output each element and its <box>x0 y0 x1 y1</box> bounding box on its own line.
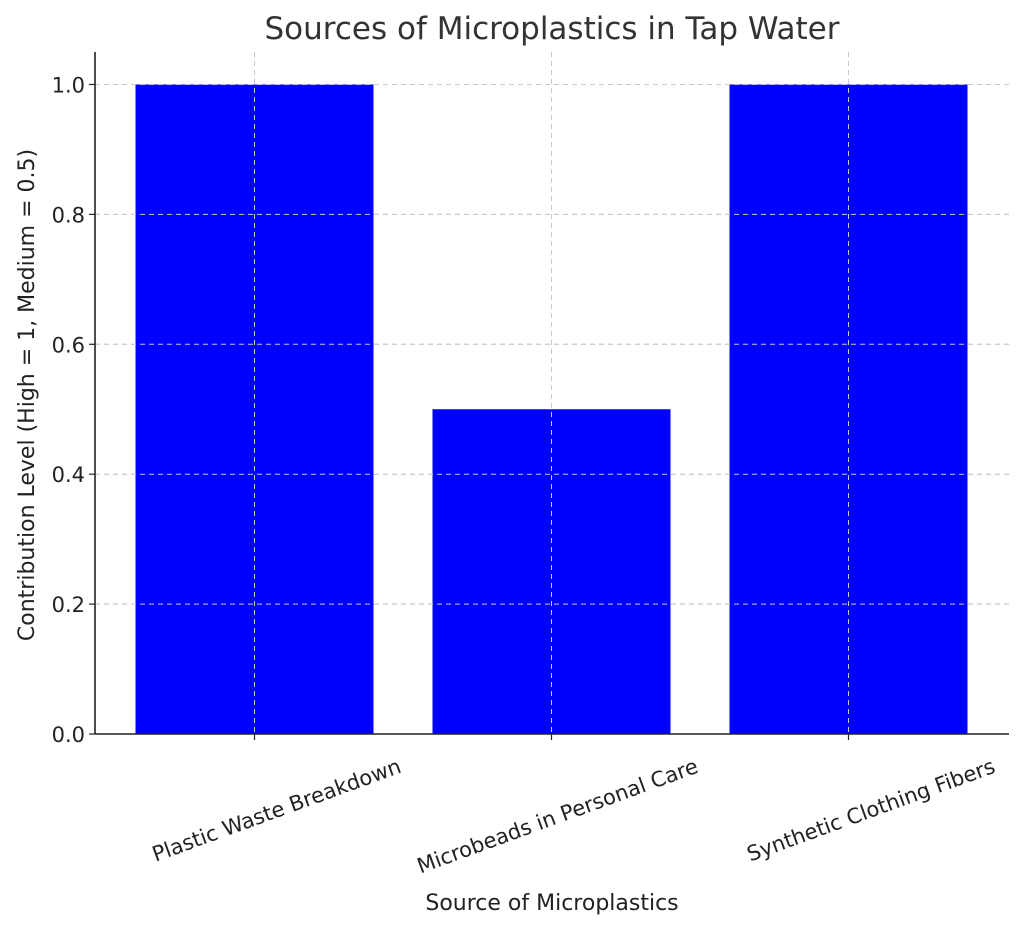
bars <box>95 52 1009 735</box>
x-tick-label: Synthetic Clothing Fibers <box>744 754 998 866</box>
bar <box>729 84 968 734</box>
chart-title: Sources of Microplastics in Tap Water <box>265 11 840 47</box>
x-tick-label: Microbeads in Personal Care <box>414 754 701 878</box>
y-tick-label: 0.8 <box>52 203 85 227</box>
y-axis-label: Contribution Level (High = 1, Medium = 0… <box>15 149 40 641</box>
y-tick-label: 0.4 <box>52 463 85 487</box>
y-axis-ticks: 0.0 0.2 0.4 0.6 0.8 1.0 <box>52 73 95 747</box>
x-axis-label: Source of Microplastics <box>425 891 678 916</box>
y-tick-label: 0.2 <box>52 593 85 617</box>
bar <box>135 84 374 734</box>
y-tick-label: 1.0 <box>52 73 85 97</box>
bar <box>432 409 671 734</box>
x-axis-ticks: Plastic Waste Breakdown Microbeads in Per… <box>149 734 998 878</box>
x-tick-label: Plastic Waste Breakdown <box>149 754 404 866</box>
y-tick-label: 0.0 <box>52 723 85 747</box>
y-tick-label: 0.6 <box>52 333 85 357</box>
